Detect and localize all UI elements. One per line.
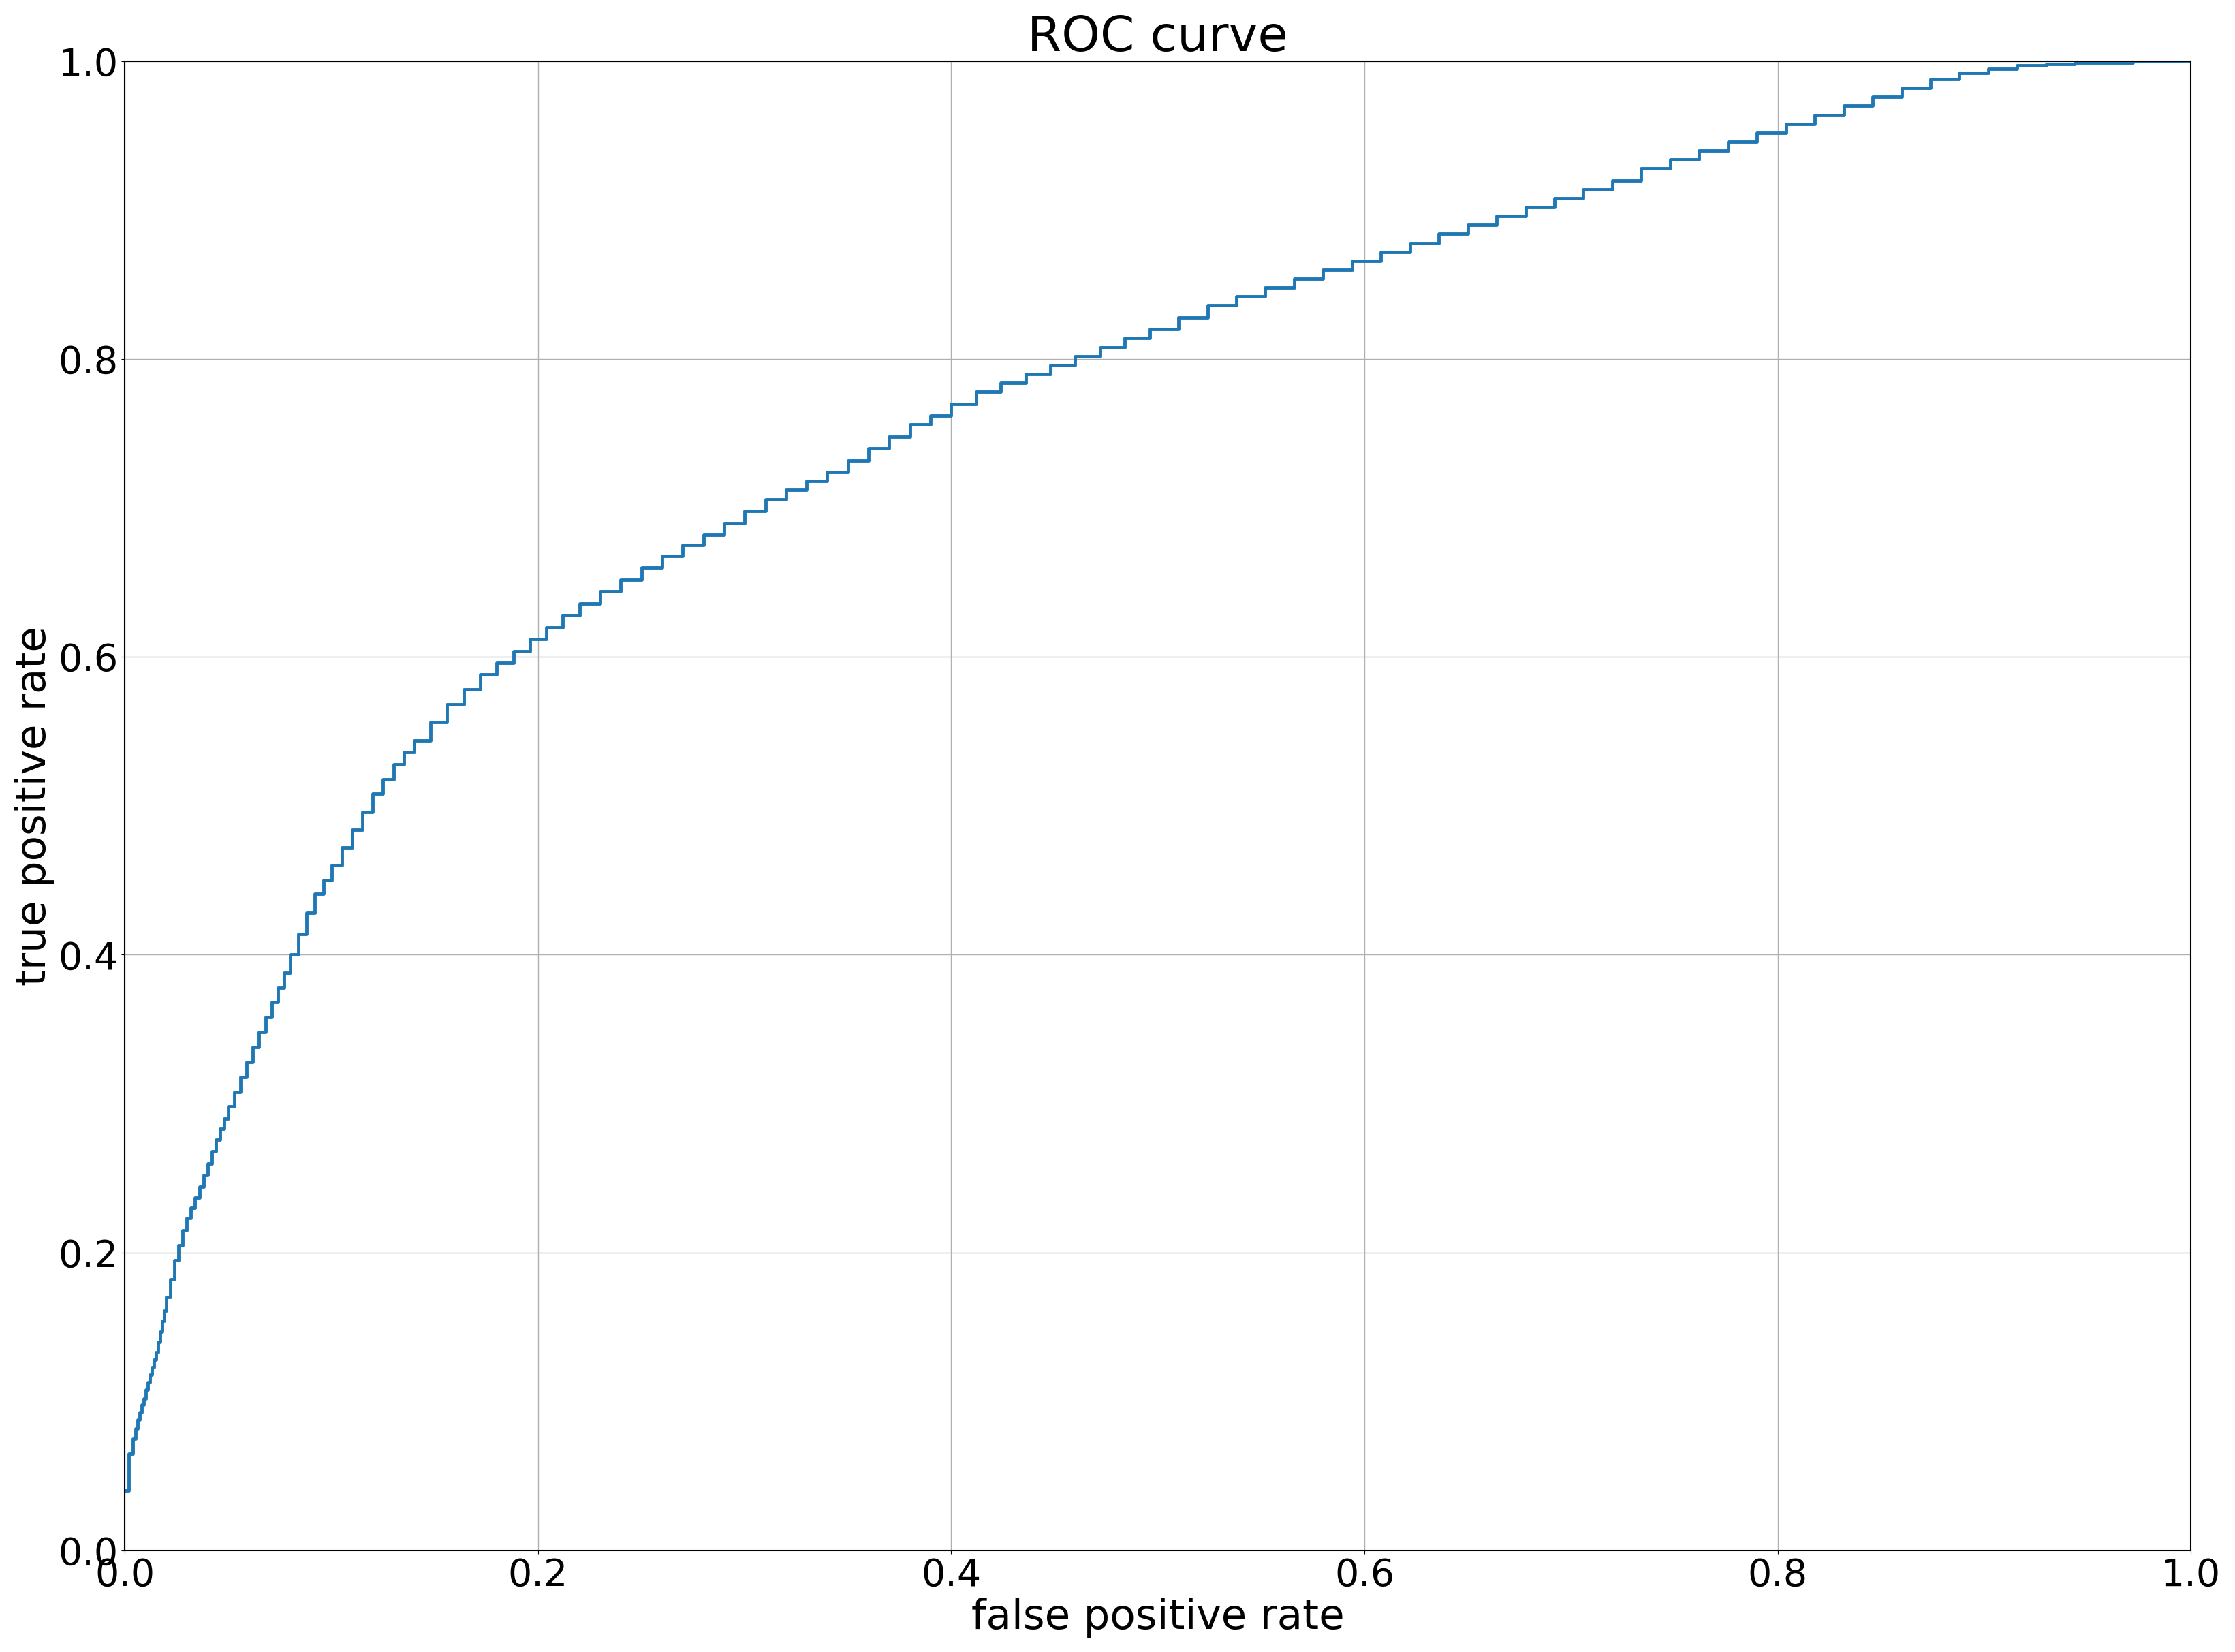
Y-axis label: true positive rate: true positive rate — [13, 626, 54, 986]
X-axis label: false positive rate: false positive rate — [972, 1597, 1345, 1637]
Title: ROC curve: ROC curve — [1028, 15, 1287, 61]
